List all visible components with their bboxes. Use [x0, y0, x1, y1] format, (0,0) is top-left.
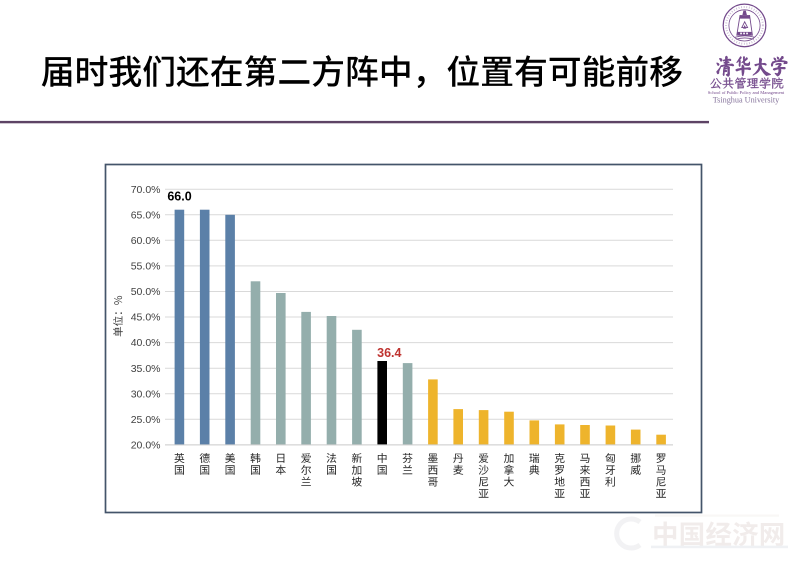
svg-text:66.0: 66.0	[167, 190, 191, 204]
svg-text:20.0%: 20.0%	[131, 440, 161, 452]
svg-text:35.0%: 35.0%	[131, 363, 161, 375]
svg-text:45.0%: 45.0%	[131, 312, 161, 324]
svg-text:40.0%: 40.0%	[131, 337, 161, 349]
svg-text:65.0%: 65.0%	[131, 209, 161, 221]
svg-text:School of Public Policy and Ma: School of Public Policy and Management	[708, 90, 785, 95]
svg-text:55.0%: 55.0%	[131, 261, 161, 273]
svg-text:Tsinghua University: Tsinghua University	[713, 96, 780, 105]
svg-text:70.0%: 70.0%	[131, 184, 161, 196]
svg-text:25.0%: 25.0%	[131, 414, 161, 426]
svg-text:50.0%: 50.0%	[131, 286, 161, 298]
svg-text:30.0%: 30.0%	[131, 388, 161, 400]
svg-text:36.4: 36.4	[377, 346, 401, 360]
svg-text:60.0%: 60.0%	[131, 235, 161, 247]
